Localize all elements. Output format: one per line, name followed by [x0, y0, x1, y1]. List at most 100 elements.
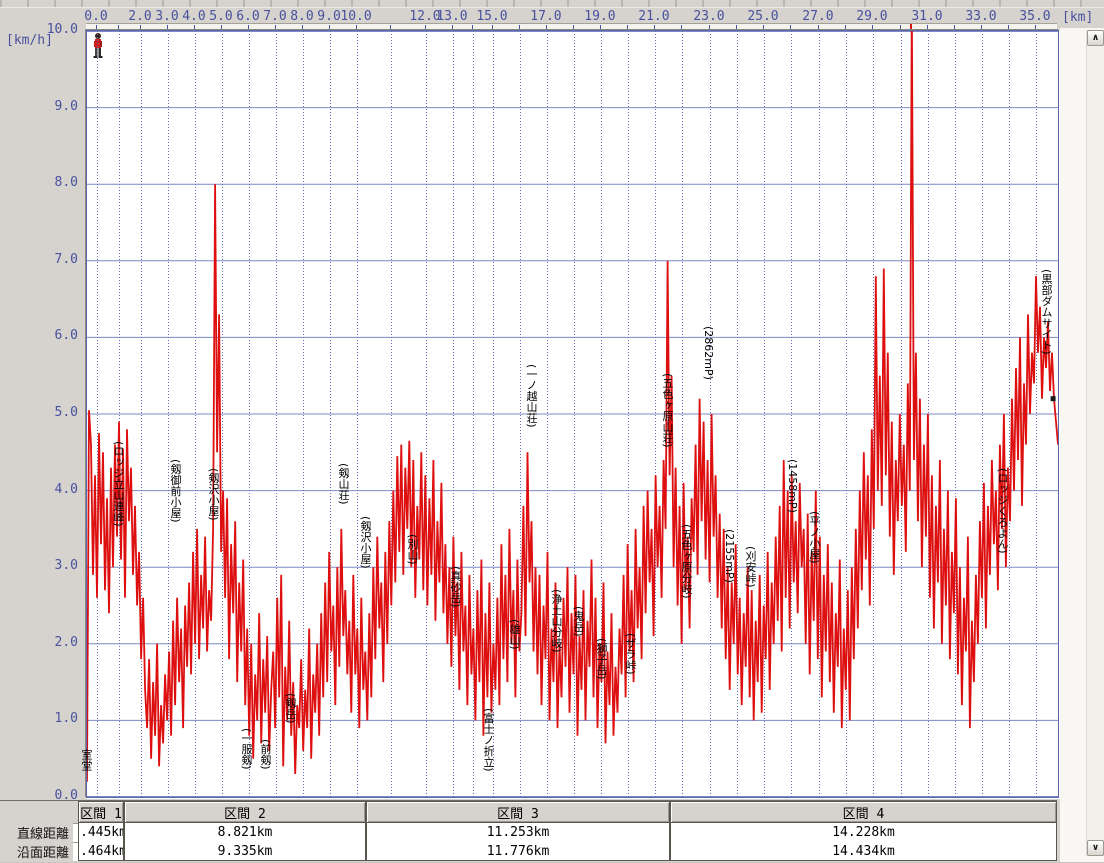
speed-chart-plot-area[interactable]: 室堂 (ロッジ立山連峰) (剱御前小屋) (剱沢小屋) (一服剱) (前剱) (剱岳) (剱山…: [80, 30, 1059, 798]
x-axis-tick-label: 35.0: [1019, 9, 1051, 24]
ruler-tick: [140, 25, 141, 29]
y-axis-tick-label: 2.0: [54, 634, 78, 650]
ruler-tick: [1008, 25, 1009, 29]
ruler-tick: [681, 25, 682, 29]
x-axis-unit-label: [km]: [1062, 10, 1094, 25]
section-3-straight-distance: 11.253km: [366, 823, 670, 842]
section-3-header[interactable]: 区間 3: [366, 801, 670, 823]
y-axis-tick-label: 1.0: [54, 711, 78, 727]
x-axis-tick-label: 3.0: [155, 9, 179, 24]
ruler-tick: [275, 25, 276, 29]
x-axis-tick-label: 7.0: [263, 9, 287, 24]
y-axis-tick-label: 0.0: [54, 788, 78, 803]
y-axis-tick-label: 9.0: [54, 98, 78, 114]
x-axis-tick-label: 15.0: [476, 9, 508, 24]
ruler-tick: [763, 25, 764, 29]
ruler-tick: [118, 25, 119, 29]
ruler-tick: [194, 25, 195, 29]
table-spacer: [73, 823, 78, 842]
vertical-scrollbar[interactable]: ∧ ∨: [1086, 30, 1104, 856]
scrollbar-up-button[interactable]: ∧: [1087, 30, 1104, 46]
y-axis-tick-label: 7.0: [54, 251, 78, 267]
ruler-tick: [954, 25, 955, 29]
window-top-edge: [0, 0, 1104, 8]
speed-trace: [87, 31, 1058, 782]
ruler-tick: [627, 25, 628, 29]
ruler-tick: [900, 25, 901, 29]
ruler-tick: [654, 25, 655, 29]
x-axis-tick-label: 13.0: [436, 9, 468, 24]
speed-trace-svg: [87, 31, 1058, 797]
y-axis-tick-label: 3.0: [54, 558, 78, 574]
x-axis-tick-label: 8.0: [290, 9, 314, 24]
section-2-surface-distance: 9.335km: [124, 842, 366, 861]
y-axis-tick-label: 4.0: [54, 481, 78, 497]
ruler-tick: [452, 25, 453, 29]
ruler-tick: [96, 25, 97, 29]
down-arrow-icon: ∨: [1091, 842, 1100, 853]
section-distance-table: 区間 1 区間 2 区間 3 区間 4 直線距離 .445km 8.821km …: [0, 800, 1057, 863]
ruler-tick: [600, 25, 601, 29]
ruler-tick: [872, 25, 873, 29]
ruler-tick: [302, 25, 303, 29]
x-axis-tick-label: 5.0: [209, 9, 233, 24]
section-3-surface-distance: 11.776km: [366, 842, 670, 861]
x-axis-tick-label: 19.0: [584, 9, 616, 24]
ruler-tick: [709, 25, 710, 29]
ruler-tick: [167, 25, 168, 29]
ruler-tick: [472, 25, 473, 29]
section-1-straight-distance: .445km: [78, 823, 124, 842]
clipped-spike-top: [909, 24, 912, 30]
x-axis-tick-label: 4.0: [182, 9, 206, 24]
ruler-tick: [736, 25, 737, 29]
up-arrow-icon: ∧: [1091, 32, 1100, 43]
track-end-marker: [1050, 396, 1056, 402]
x-axis-tick-label: 17.0: [530, 9, 562, 24]
ruler-tick: [546, 25, 547, 29]
ruler-tick: [425, 25, 426, 29]
section-2-straight-distance: 8.821km: [124, 823, 366, 842]
ruler-tick: [818, 25, 819, 29]
x-axis-tick-label: 6.0: [236, 9, 260, 24]
section-4-surface-distance: 14.434km: [670, 842, 1057, 861]
ruler-tick: [1035, 25, 1036, 29]
x-axis-tick-label: 2.0: [128, 9, 152, 24]
ruler-tick: [329, 25, 330, 29]
section-4-header[interactable]: 区間 4: [670, 801, 1057, 823]
ruler-tick: [573, 25, 574, 29]
section-1-header[interactable]: 区間 1: [78, 801, 124, 823]
x-axis-tick-label: 9.0: [317, 9, 341, 24]
section-4-straight-distance: 14.228km: [670, 823, 1057, 842]
x-axis-tick-label: 21.0: [638, 9, 670, 24]
table-spacer: [73, 842, 78, 861]
x-axis-tick-label: 12.0: [409, 9, 441, 24]
ruler-tick: [248, 25, 249, 29]
section-2-header[interactable]: 区間 2: [124, 801, 366, 823]
ruler-tick: [519, 25, 520, 29]
y-axis-tick-label: 8.0: [54, 175, 78, 191]
x-axis-tick-label: 27.0: [802, 9, 834, 24]
straight-distance-row-label: 直線距離: [16, 827, 69, 842]
surface-distance-row-label: 沿面距離: [16, 846, 69, 861]
y-axis-tick-label: 5.0: [54, 405, 78, 420]
x-axis-tick-label: 31.0: [911, 9, 943, 24]
x-axis-tick-label: 23.0: [693, 9, 725, 24]
y-axis-unit-label: [km/h]: [6, 33, 53, 48]
ruler-tick: [221, 25, 222, 29]
ruler-tick: [981, 25, 982, 29]
ruler-tick: [390, 25, 391, 29]
ruler-tick: [790, 25, 791, 29]
ruler-tick: [492, 25, 493, 29]
x-axis-tick-label: 33.0: [965, 9, 997, 24]
scrollbar-down-button[interactable]: ∨: [1087, 840, 1104, 856]
y-axis-tick-label: 6.0: [54, 328, 78, 344]
x-axis-tick-label: 25.0: [747, 9, 779, 24]
ruler-tick: [927, 25, 928, 29]
y-axis-tick-label: 10.0: [46, 22, 78, 37]
ruler-tick: [356, 25, 357, 29]
x-axis-tick-label: 0.0: [84, 9, 108, 24]
ruler-tick: [845, 25, 846, 29]
x-axis-tick-label: 29.0: [856, 9, 888, 24]
x-axis-tick-label: 10.0: [340, 9, 372, 24]
